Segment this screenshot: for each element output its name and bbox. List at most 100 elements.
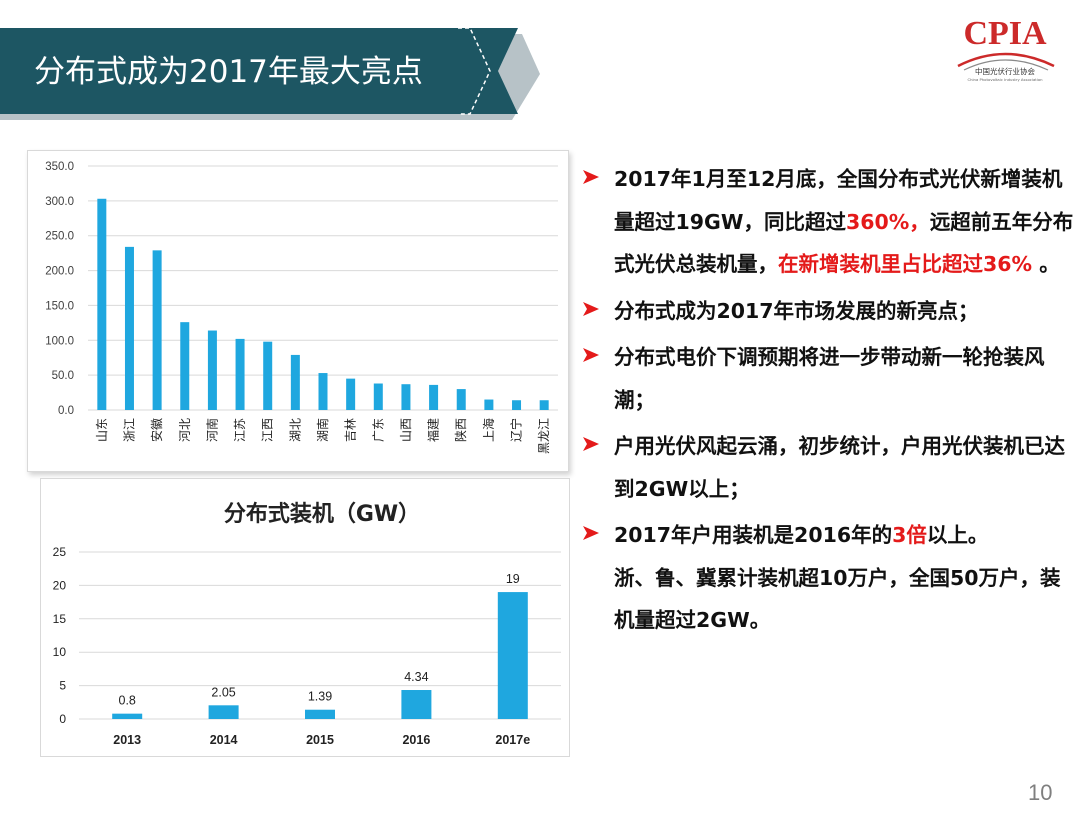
body-text: 分布式成为2017年市场发展的新亮点； xyxy=(614,298,979,323)
bullet-text: 2017年户用装机是2016年的3倍以上。 xyxy=(614,514,1078,557)
y-tick-label: 15 xyxy=(53,612,67,626)
y-tick-label: 350.0 xyxy=(45,161,74,173)
title-banner xyxy=(0,28,540,120)
y-tick-label: 0 xyxy=(59,712,66,726)
x-tick-label: 河北 xyxy=(178,418,192,442)
bar-安徽 xyxy=(152,250,162,410)
bar-2016 xyxy=(401,690,432,719)
body-text: 2017年1月至12月底，全国分布式光伏新增装机量超过19GW，同比超过 xyxy=(614,167,1063,234)
highlight-text: 360%， xyxy=(845,209,930,234)
body-text: 分布式电价下调预期将进一步带动新一轮抢装风潮； xyxy=(614,345,1045,412)
logo-mark: CPIA xyxy=(963,15,1047,52)
bar-山东 xyxy=(97,198,107,410)
bar-2013 xyxy=(112,713,143,719)
bar-陕西 xyxy=(456,389,466,410)
highlight-text: 3倍 xyxy=(892,523,927,547)
slide-title: 分布式成为2017年最大亮点 xyxy=(34,54,423,90)
x-tick-label: 安徽 xyxy=(149,418,164,442)
y-tick-label: 25 xyxy=(53,545,67,559)
y-tick-label: 250.0 xyxy=(45,231,74,243)
body-text: 。 xyxy=(1032,252,1060,276)
body-text: 户用光伏风起云涌，初步统计，户用光伏装机已达到2GW以上； xyxy=(614,434,1065,501)
x-tick-label: 福建 xyxy=(426,418,441,442)
x-tick-label: 2015 xyxy=(306,733,334,747)
logo-swoosh xyxy=(957,52,1055,68)
bullet-text: 分布式成为2017年市场发展的新亮点； xyxy=(614,290,1078,333)
bullet-item: 分布式电价下调预期将进一步带动新一轮抢装风潮； xyxy=(578,336,1078,421)
bullet-text: 户用光伏风起云涌，初步统计，户用光伏装机已达到2GW以上； xyxy=(614,425,1078,510)
arrow-right-icon xyxy=(583,301,599,316)
bullet-text: 2017年1月至12月底，全国分布式光伏新增装机量超过19GW，同比超过360%… xyxy=(614,158,1078,286)
y-tick-label: 100.0 xyxy=(45,335,74,347)
data-label: 4.34 xyxy=(404,670,428,684)
data-label: 2.05 xyxy=(211,685,235,699)
x-tick-label: 2016 xyxy=(402,733,430,747)
yearly-chart-svg: 分布式装机（GW） 0 5 10 15 20 25 0.8 2013 2.05 2014 1.39 20… xyxy=(53,501,561,747)
bar-2014 xyxy=(208,705,239,719)
x-tick-label: 2014 xyxy=(210,733,238,747)
bullet-item: 2017年户用装机是2016年的3倍以上。 xyxy=(578,514,1078,557)
province-chart-svg: 0.0 50.0 100.0 150.0 200.0 250.0 300.0 350.0 山东浙… xyxy=(45,161,558,454)
x-tick-label: 湖北 xyxy=(287,418,302,442)
arrow-right-icon xyxy=(583,437,599,451)
y-tick-label: 0.0 xyxy=(58,405,74,417)
x-tick-label: 河南 xyxy=(204,418,219,442)
arrow-right-icon xyxy=(583,170,599,184)
bar-福建 xyxy=(429,384,439,410)
x-tick-label: 江苏 xyxy=(233,418,247,442)
x-tick-label: 广东 xyxy=(371,418,385,442)
bar-广东 xyxy=(373,383,383,410)
x-tick-label: 山西 xyxy=(399,418,413,442)
bullet-list: 2017年1月至12月底，全国分布式光伏新增装机量超过19GW，同比超过360%… xyxy=(578,158,1078,642)
bullet-item: 分布式成为2017年市场发展的新亮点； xyxy=(578,290,1078,333)
logo-name-cn: 中国光伏行业协会 xyxy=(975,66,1035,76)
banner-shape xyxy=(0,28,518,114)
x-tick-label: 吉林 xyxy=(344,418,358,442)
bullet-item: 2017年1月至12月底，全国分布式光伏新增装机量超过19GW，同比超过360%… xyxy=(578,158,1078,286)
y-tick-label: 20 xyxy=(53,578,67,592)
cpia-logo: CPIA 中国光伏行业协会 China Photovoltaic Industr… xyxy=(957,15,1055,82)
x-tick-label: 陕西 xyxy=(453,418,468,442)
bar-河北 xyxy=(180,322,190,410)
x-tick-label: 辽宁 xyxy=(509,418,524,442)
arrow-right-icon xyxy=(583,526,599,540)
x-tick-label: 浙江 xyxy=(122,418,136,442)
body-text: 2017年户用装机是2016年的 xyxy=(614,523,893,547)
data-label: 19 xyxy=(506,572,520,586)
province-bar-chart: 0.0 50.0 100.0 150.0 200.0 250.0 300.0 350.0 山东浙… xyxy=(27,150,569,472)
arrow-right-icon xyxy=(583,348,599,362)
x-tick-label: 湖南 xyxy=(315,418,330,442)
chart-title: 分布式装机（GW） xyxy=(224,501,420,527)
bar-江西 xyxy=(263,341,273,410)
data-label: 0.8 xyxy=(119,694,136,708)
bar-山西 xyxy=(401,384,411,410)
bar-辽宁 xyxy=(512,400,522,410)
y-tick-label: 5 xyxy=(59,679,66,693)
logo-swoosh-shadow xyxy=(963,59,1049,71)
page-number: 10 xyxy=(1028,780,1053,805)
highlight-text: 在新增装机里占比超过36% xyxy=(778,252,1033,276)
body-text: 浙、鲁、冀累计装机超10万户，全国50万户，装机量超过2GW。 xyxy=(614,565,1061,633)
y-tick-label: 150.0 xyxy=(45,300,74,312)
y-tick-label: 300.0 xyxy=(45,196,74,208)
bar-湖南 xyxy=(318,373,328,410)
bar-湖北 xyxy=(290,354,300,410)
data-label: 1.39 xyxy=(308,690,332,704)
distributed-pv-bar-chart: 分布式装机（GW） 0 5 10 15 20 25 0.8 2013 2.05 2014 1.39 20… xyxy=(40,478,570,757)
bullet-note: 浙、鲁、冀累计装机超10万户，全国50万户，装机量超过2GW。 xyxy=(578,557,1078,642)
x-tick-label: 江西 xyxy=(261,418,275,442)
bar-江苏 xyxy=(235,338,245,410)
body-text: 远超前五年分布式光伏总装机量， xyxy=(614,209,1074,277)
logo-name-en: China Photovoltaic Industry Association xyxy=(967,77,1043,82)
y-tick-label: 10 xyxy=(53,645,67,659)
x-tick-label: 上海 xyxy=(481,418,496,442)
bar-2015 xyxy=(305,709,335,719)
bullet-item: 户用光伏风起云涌，初步统计，户用光伏装机已达到2GW以上； xyxy=(578,425,1078,510)
x-tick-label: 山东 xyxy=(95,418,109,442)
bar-浙江 xyxy=(124,246,134,410)
bullet-text: 分布式电价下调预期将进一步带动新一轮抢装风潮； xyxy=(614,336,1078,421)
banner-stitch xyxy=(458,28,491,115)
x-tick-label: 2013 xyxy=(113,733,141,747)
bar-吉林 xyxy=(346,378,356,410)
